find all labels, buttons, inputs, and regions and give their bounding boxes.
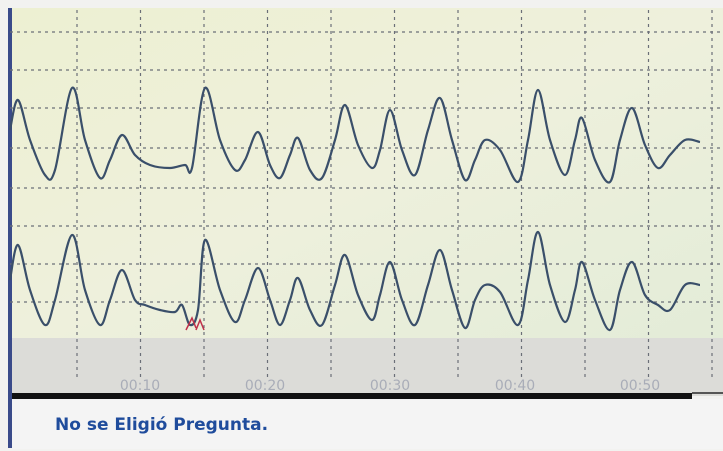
time-label: 00:50 bbox=[620, 378, 660, 394]
time-label: 00:10 bbox=[120, 378, 160, 394]
time-label: 00:20 bbox=[245, 378, 285, 394]
progress-bar bbox=[12, 393, 692, 399]
time-band bbox=[10, 338, 723, 396]
time-label: 00:30 bbox=[370, 378, 410, 394]
left-edge bbox=[8, 8, 12, 448]
progress-track bbox=[692, 392, 723, 394]
plot-area bbox=[10, 8, 723, 343]
status-message: No se Eligió Pregunta. bbox=[55, 415, 268, 435]
time-label: 00:40 bbox=[495, 378, 535, 394]
monitor-screen: 00:10 00:20 00:30 00:40 00:50 No se Eligió P… bbox=[0, 0, 723, 451]
